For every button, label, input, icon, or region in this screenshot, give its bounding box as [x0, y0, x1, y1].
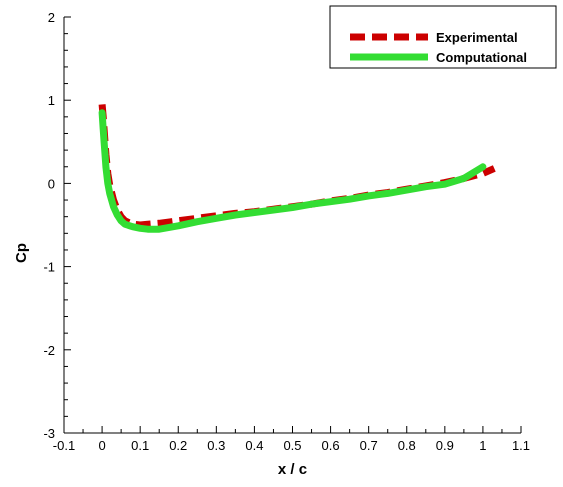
x-tick-label: 0.9: [436, 438, 454, 453]
legend: Experimental Computational: [329, 5, 557, 69]
y-tick-label: -1: [43, 260, 55, 275]
x-tick-label: 0.3: [207, 438, 225, 453]
y-tick-label: 2: [48, 10, 55, 25]
y-tick-label: 1: [48, 93, 55, 108]
x-axis: -0.1 0 0.1 0.2 0.3 0.4 0.5 0.6 0.7 0.8 0.9 1 1.1: [53, 426, 530, 453]
x-tick-label: 0.5: [283, 438, 301, 453]
series-layer: [98, 104, 496, 233]
series-computational: [98, 109, 487, 233]
y-axis: -3 -2 -1 0 1 2: [43, 10, 71, 441]
y-tick-label: -3: [43, 426, 55, 441]
y-axis-label: Cp: [13, 243, 30, 263]
x-tick-label: 1.1: [512, 438, 530, 453]
x-tick-label: 0.1: [131, 438, 149, 453]
x-tick-label: 1: [479, 438, 486, 453]
legend-label-experimental: Experimental: [436, 30, 518, 45]
x-tick-label: 0.4: [245, 438, 263, 453]
y-tick-label: 0: [48, 176, 55, 191]
y-tick-label: -2: [43, 343, 55, 358]
x-tick-label: 0.8: [398, 438, 416, 453]
legend-label-computational: Computational: [436, 50, 527, 65]
x-tick-label: 0: [98, 438, 105, 453]
x-tick-label: 0.7: [360, 438, 378, 453]
x-tick-label: -0.1: [53, 438, 75, 453]
x-axis-label: x / c: [278, 461, 307, 478]
x-tick-label: 0.2: [169, 438, 187, 453]
x-tick-label: 0.6: [322, 438, 340, 453]
